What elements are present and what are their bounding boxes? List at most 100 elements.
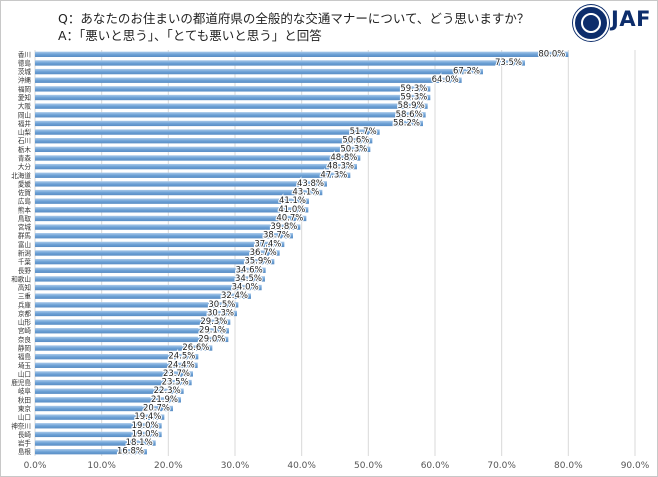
bar — [35, 103, 428, 109]
bar — [35, 353, 199, 360]
value-label: 30.3% — [207, 308, 234, 318]
x-tick-label: 50.0% — [354, 461, 383, 471]
category-label: 石川 — [18, 137, 31, 145]
category-label: 鳥取 — [18, 214, 32, 223]
bar — [35, 172, 351, 178]
value-label: 50.3% — [340, 144, 367, 154]
category-label: 高知 — [18, 283, 31, 292]
bar — [35, 449, 147, 455]
value-label: 67.2% — [453, 67, 480, 77]
category-label: 愛媛 — [18, 179, 32, 188]
category-label: 山形 — [18, 318, 32, 327]
value-label: 16.8% — [117, 447, 144, 457]
value-label: 30.5% — [208, 300, 235, 310]
category-label: 茨城 — [18, 67, 32, 76]
bar — [35, 362, 198, 368]
value-label: 41.1% — [279, 196, 306, 206]
value-label: 24.4% — [168, 360, 195, 370]
value-label: 18.1% — [126, 438, 153, 448]
bar — [35, 77, 462, 83]
value-label: 21.9% — [151, 395, 178, 405]
value-label: 58.9% — [398, 101, 425, 111]
bar — [35, 138, 373, 144]
bar — [35, 250, 280, 256]
x-tick-label: 90.0% — [621, 461, 650, 471]
category-label: 宮崎 — [18, 326, 32, 335]
bar — [35, 328, 229, 334]
value-label: 64.0% — [432, 75, 459, 85]
category-label: 群馬 — [18, 231, 32, 240]
bar — [35, 431, 162, 438]
bar — [35, 302, 239, 308]
bar — [35, 414, 165, 420]
category-label: 福島 — [18, 352, 32, 361]
x-tick-label: 70.0% — [487, 461, 516, 471]
category-label: 大阪 — [18, 102, 32, 111]
category-label: 三重 — [18, 293, 32, 301]
category-label: 佐賀 — [18, 188, 32, 197]
x-tick-label: 40.0% — [287, 461, 316, 471]
value-label: 20.7% — [143, 403, 170, 413]
category-label: 静岡 — [18, 344, 32, 353]
value-label: 23.5% — [162, 378, 189, 388]
bar — [35, 397, 181, 403]
x-tick-label: 60.0% — [421, 461, 450, 471]
category-label: 奈良 — [18, 335, 32, 344]
bar — [35, 336, 229, 343]
bar — [35, 198, 309, 204]
category-label: 岩手 — [18, 439, 32, 448]
category-label: 和歌山 — [11, 274, 31, 283]
value-label: 51.7% — [350, 127, 377, 137]
jaf-badge-icon — [573, 5, 609, 41]
category-label: 愛知 — [18, 93, 31, 102]
value-label: 24.5% — [168, 352, 195, 362]
bar — [35, 86, 431, 92]
x-tick-label: 30.0% — [221, 461, 250, 471]
category-label: 埼玉 — [18, 361, 32, 370]
bar — [35, 388, 184, 394]
category-label: 長野 — [18, 267, 32, 275]
category-label: 長崎 — [18, 430, 32, 439]
value-label: 59.3% — [400, 84, 427, 94]
category-label: 秋田 — [18, 395, 31, 404]
bar — [35, 284, 262, 291]
value-label: 47.3% — [320, 170, 347, 180]
jaf-logo: JAF — [573, 4, 655, 41]
bar — [35, 293, 251, 299]
bar — [35, 258, 275, 265]
bar — [35, 146, 371, 153]
category-label: 沖縄 — [18, 76, 32, 85]
answer-text: A：「悪いと思う」、「とても悪いと思う」と回答 — [58, 28, 322, 43]
bar — [35, 112, 426, 118]
bar — [35, 267, 266, 273]
bar — [35, 276, 265, 282]
category-label: 栃木 — [18, 145, 32, 154]
value-label: 34.0% — [232, 283, 259, 293]
value-label: 34.5% — [235, 274, 262, 284]
value-label: 38.7% — [263, 231, 290, 241]
category-label: 大分 — [18, 162, 32, 171]
category-label: 千葉 — [18, 257, 32, 266]
bar — [35, 129, 380, 135]
category-label: 広島 — [18, 197, 32, 206]
bar — [35, 51, 569, 57]
bar — [35, 310, 237, 317]
value-label: 22.3% — [154, 386, 181, 396]
bar — [35, 155, 361, 161]
category-label: 山口 — [18, 413, 31, 422]
x-axis-ticks: 0.0% 10.0% 20.0% 30.0% 40.0% 50.0% 60.0% 70.0% 8… — [24, 461, 650, 471]
bar — [35, 189, 323, 196]
category-label: 宮城 — [18, 223, 32, 232]
category-label: 香川 — [18, 50, 31, 59]
category-label: 島根 — [18, 447, 32, 456]
value-label: 58.2% — [393, 118, 420, 128]
value-label: 32.4% — [221, 291, 248, 301]
bar — [35, 94, 431, 101]
value-label: 36.7% — [250, 248, 277, 258]
category-label: 兵庫 — [18, 300, 32, 309]
value-label: 80.0% — [538, 49, 565, 59]
category-label: 福井 — [18, 119, 32, 128]
bar — [35, 440, 156, 446]
value-label: 23.7% — [163, 369, 190, 379]
